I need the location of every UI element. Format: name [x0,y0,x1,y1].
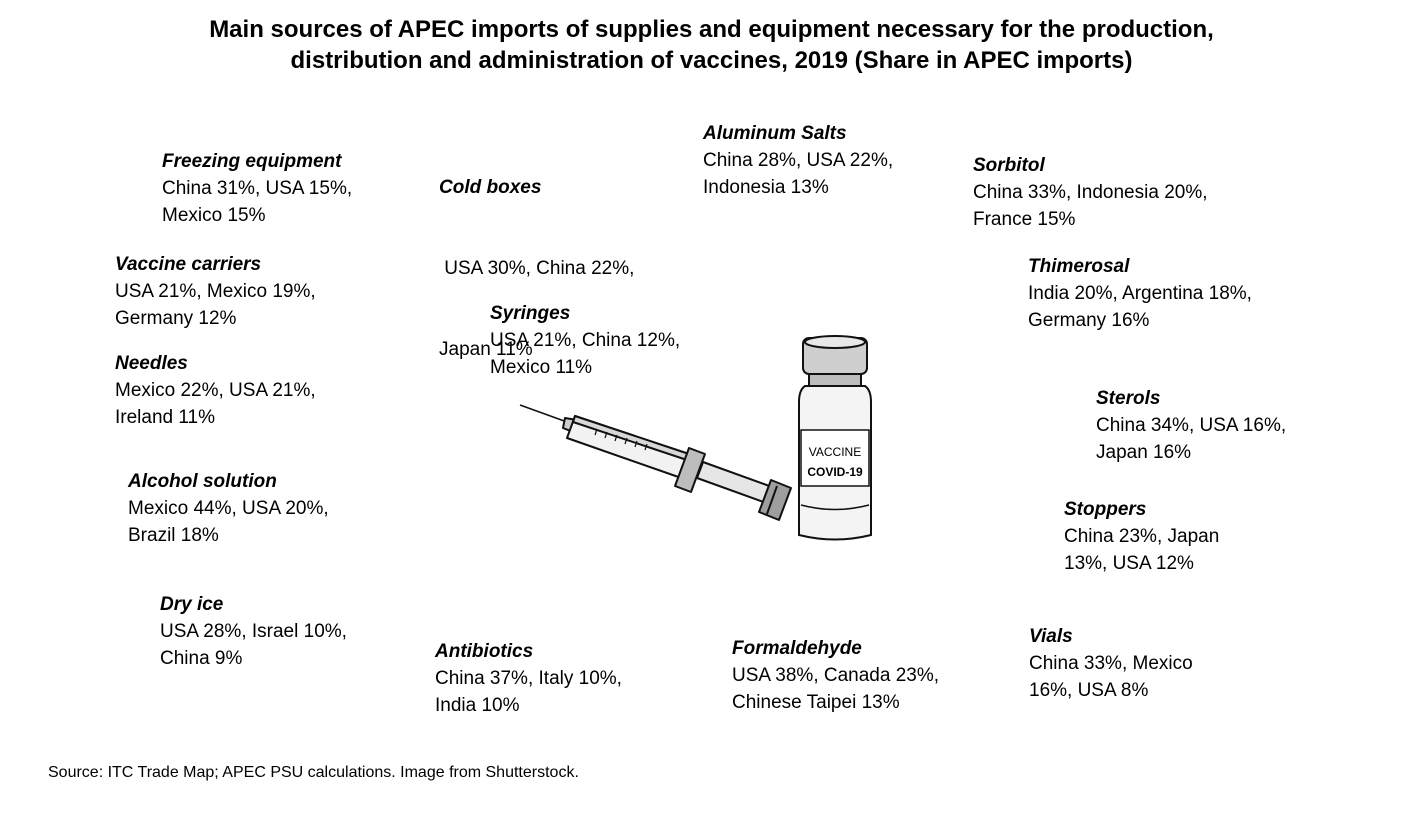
item-line-2: France 15% [973,209,1076,230]
item-cold-boxes: Cold boxes USA 30%, China 22%, Japan 11% [439,120,634,390]
source-note: Source: ITC Trade Map; APEC PSU calculat… [48,764,579,781]
item-line-1: India 20%, Argentina 18%, [1028,283,1252,304]
item-name: Sterols [1096,388,1161,409]
item-needles: Needles Mexico 22%, USA 21%, Ireland 11% [115,350,316,431]
item-line-1: Mexico 44%, USA 20%, [128,498,329,519]
item-name: Formaldehyde [732,638,862,659]
vaccine-vial-icon [798,335,872,541]
item-line-2: 16%, USA 8% [1029,680,1149,701]
vial-label-vaccine: VACCINE [809,445,861,459]
item-line-1: USA 21%, Mexico 19%, [115,281,316,302]
item-name: Alcohol solution [128,471,277,492]
title-line-1: Main sources of APEC imports of supplies… [209,16,1214,43]
item-line-2: 13%, USA 12% [1064,553,1194,574]
item-name: Thimerosal [1028,256,1130,277]
item-line-1: China 28%, USA 22%, [703,150,894,171]
item-line-2: Germany 16% [1028,310,1150,331]
vial-label-covid: COVID-19 [807,465,863,479]
item-name: Syringes [490,303,571,324]
item-alcohol-solution: Alcohol solution Mexico 44%, USA 20%, Br… [128,468,329,549]
item-name: Vials [1029,626,1073,647]
item-vaccine-carriers: Vaccine carriers USA 21%, Mexico 19%, Ge… [115,251,316,332]
item-line-2: China 9% [160,648,243,669]
item-aluminum-salts: Aluminum Salts China 28%, USA 22%, Indon… [703,120,893,201]
syringe-and-vial-illustration: VACCINE COVID-19 [519,335,872,541]
item-sterols: Sterols China 34%, USA 16%, Japan 16% [1096,385,1286,466]
item-line-2: Brazil 18% [128,525,219,546]
item-line-2: Mexico 15% [162,205,266,226]
item-name: Aluminum Salts [703,123,847,144]
item-syringes: Syringes USA 21%, China 12%, Mexico 11% [490,300,680,381]
item-line-1: USA 28%, Israel 10%, [160,621,347,642]
item-name: Needles [115,353,188,374]
item-name: Vaccine carriers [115,254,262,275]
item-line-2: Japan 16% [1096,442,1192,463]
item-line-2: Germany 12% [115,308,237,329]
item-line-1: China 33%, Mexico [1029,653,1193,674]
item-line-2: Mexico 11% [490,357,593,378]
item-name: Antibiotics [435,641,534,662]
item-line-2: Japan 11% [439,339,533,360]
item-line-2: Ireland 11% [115,407,215,428]
item-name: Cold boxes [439,177,542,198]
item-name: Freezing equipment [162,151,342,172]
item-formaldehyde: Formaldehyde USA 38%, Canada 23%, Chines… [732,635,939,716]
syringe-icon [519,404,792,521]
item-vials: Vials China 33%, Mexico 16%, USA 8% [1029,623,1193,704]
title-line-2: distribution and administration of vacci… [290,47,1133,74]
item-line-1: China 23%, Japan [1064,526,1220,547]
item-line-1: USA 30%, China 22%, [439,258,635,279]
item-line-2: Chinese Taipei 13% [732,692,900,713]
item-line-1: China 37%, Italy 10%, [435,668,622,689]
item-name: Stoppers [1064,499,1147,520]
item-line-1: Mexico 22%, USA 21%, [115,380,316,401]
item-line-1: China 31%, USA 15%, [162,178,353,199]
item-line-1: USA 38%, Canada 23%, [732,665,940,686]
item-antibiotics: Antibiotics China 37%, Italy 10%, India … [435,638,622,719]
item-freezing-equipment: Freezing equipment China 31%, USA 15%, M… [162,148,352,229]
item-sorbitol: Sorbitol China 33%, Indonesia 20%, Franc… [973,152,1208,233]
item-dry-ice: Dry ice USA 28%, Israel 10%, China 9% [160,591,347,672]
item-line-1: China 33%, Indonesia 20%, [973,182,1208,203]
item-thimerosal: Thimerosal India 20%, Argentina 18%, Ger… [1028,253,1252,334]
item-line-1: China 34%, USA 16%, [1096,415,1287,436]
item-name: Sorbitol [973,155,1045,176]
item-line-1: USA 21%, China 12%, [490,330,681,351]
item-line-2: Indonesia 13% [703,177,829,198]
item-name: Dry ice [160,594,224,615]
chart-title: Main sources of APEC imports of supplies… [0,14,1423,76]
item-stoppers: Stoppers China 23%, Japan 13%, USA 12% [1064,496,1219,577]
item-line-2: India 10% [435,695,520,716]
